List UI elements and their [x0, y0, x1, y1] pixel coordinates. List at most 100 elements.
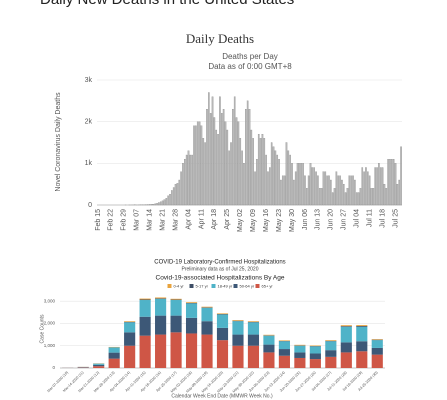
x-tick-label: Feb 15 [95, 209, 102, 231]
bar [281, 175, 284, 206]
bar [287, 150, 290, 206]
bar [317, 175, 319, 206]
bar-segment [185, 317, 198, 334]
bar [392, 159, 395, 206]
bar [167, 195, 169, 206]
chart-title: COVID-19 Laboratory-Confirmed Hospitaliz… [154, 260, 285, 266]
bar [291, 163, 293, 206]
bar [306, 188, 308, 206]
bar [182, 163, 184, 206]
bar [219, 96, 221, 206]
bar [228, 150, 230, 206]
bar [341, 179, 343, 206]
bar [193, 125, 195, 206]
legend-label: 18-49 yr [218, 283, 233, 288]
x-tick-label: Jun 20 [328, 209, 335, 230]
bar-segment [294, 345, 306, 353]
bar-segment [309, 345, 321, 347]
page-title: Daily New Deaths in the United States [40, 0, 294, 8]
legend-swatch [211, 284, 216, 288]
bar [237, 121, 240, 206]
bar [398, 179, 401, 206]
chart-note: Covid-19-associated Hospitalizations By … [156, 275, 285, 282]
bar-segment [155, 298, 167, 316]
bar-segment [139, 299, 151, 301]
bar [361, 167, 364, 206]
bar [300, 163, 303, 206]
bar-segment [340, 325, 352, 327]
bar-segment [294, 357, 306, 368]
bar-segment [155, 315, 167, 335]
bar-segment [232, 334, 244, 346]
bar [318, 188, 321, 206]
bar [241, 150, 243, 206]
bar [254, 171, 256, 206]
bar-segment [325, 341, 337, 351]
bar [270, 142, 273, 206]
bar-segment [263, 344, 275, 353]
bar-segment [93, 364, 105, 367]
bar [256, 159, 258, 206]
bar [274, 150, 277, 206]
bar-segment [325, 350, 337, 357]
bar [246, 100, 249, 206]
bar [267, 171, 269, 206]
bar [313, 167, 315, 206]
bar-segment [216, 327, 229, 341]
bar-segment [124, 321, 136, 322]
bar-segment [356, 325, 368, 327]
bar [265, 154, 267, 206]
bar [335, 171, 338, 206]
bar [311, 167, 314, 206]
bar [233, 96, 236, 206]
bar [191, 154, 193, 206]
bar [378, 163, 380, 206]
bar [245, 109, 247, 206]
bar [352, 175, 354, 206]
bar [248, 109, 251, 206]
bar-segment [216, 313, 229, 315]
x-tick-label: Jun 06 [302, 209, 309, 230]
legend-swatch [167, 284, 172, 288]
bar [217, 134, 219, 206]
bar-segment [201, 306, 213, 308]
bar [252, 138, 254, 206]
y-tick-label: 3k [85, 77, 93, 84]
bar [376, 167, 378, 206]
bar-segment [170, 300, 182, 316]
bar [372, 188, 375, 206]
legend-label: 5-17 yr [196, 283, 209, 288]
bar [359, 188, 362, 206]
bar [163, 199, 166, 206]
bar [158, 202, 160, 206]
chart-subtitle: Deaths per Day [222, 52, 278, 61]
bar [348, 175, 351, 206]
chart-title: Daily Deaths [186, 31, 254, 46]
bar [272, 146, 275, 206]
bar-segment [278, 341, 290, 350]
bar-segment [294, 344, 306, 346]
y-axis-title: Novel Coronavirus Daily Deaths [55, 92, 62, 192]
bar [169, 194, 171, 206]
y-tick-label: 2,000 [44, 321, 56, 326]
bar [257, 134, 260, 206]
bar-segment [371, 354, 383, 368]
x-tick-label: May 23 [276, 209, 283, 232]
bar [198, 121, 201, 206]
bar-segment [201, 321, 213, 335]
x-tick-label: May 02 [237, 209, 244, 232]
bar [365, 167, 367, 206]
x-tick-label: Jun 27 [341, 209, 348, 230]
legend-swatch [233, 284, 238, 288]
x-tick-label: Jul 04 [354, 209, 361, 228]
bar [156, 203, 158, 206]
x-tick-label: Apr 11 [198, 209, 205, 229]
bar [328, 175, 330, 206]
y-tick-label: 0 [52, 365, 55, 370]
chart-note: Data as of 0:00 GMT+8 [208, 62, 292, 71]
y-tick-label: 1k [85, 160, 93, 167]
bar [172, 187, 175, 206]
bar [294, 171, 297, 206]
legend-label: 65+ yr [262, 283, 274, 288]
bar [165, 198, 168, 206]
